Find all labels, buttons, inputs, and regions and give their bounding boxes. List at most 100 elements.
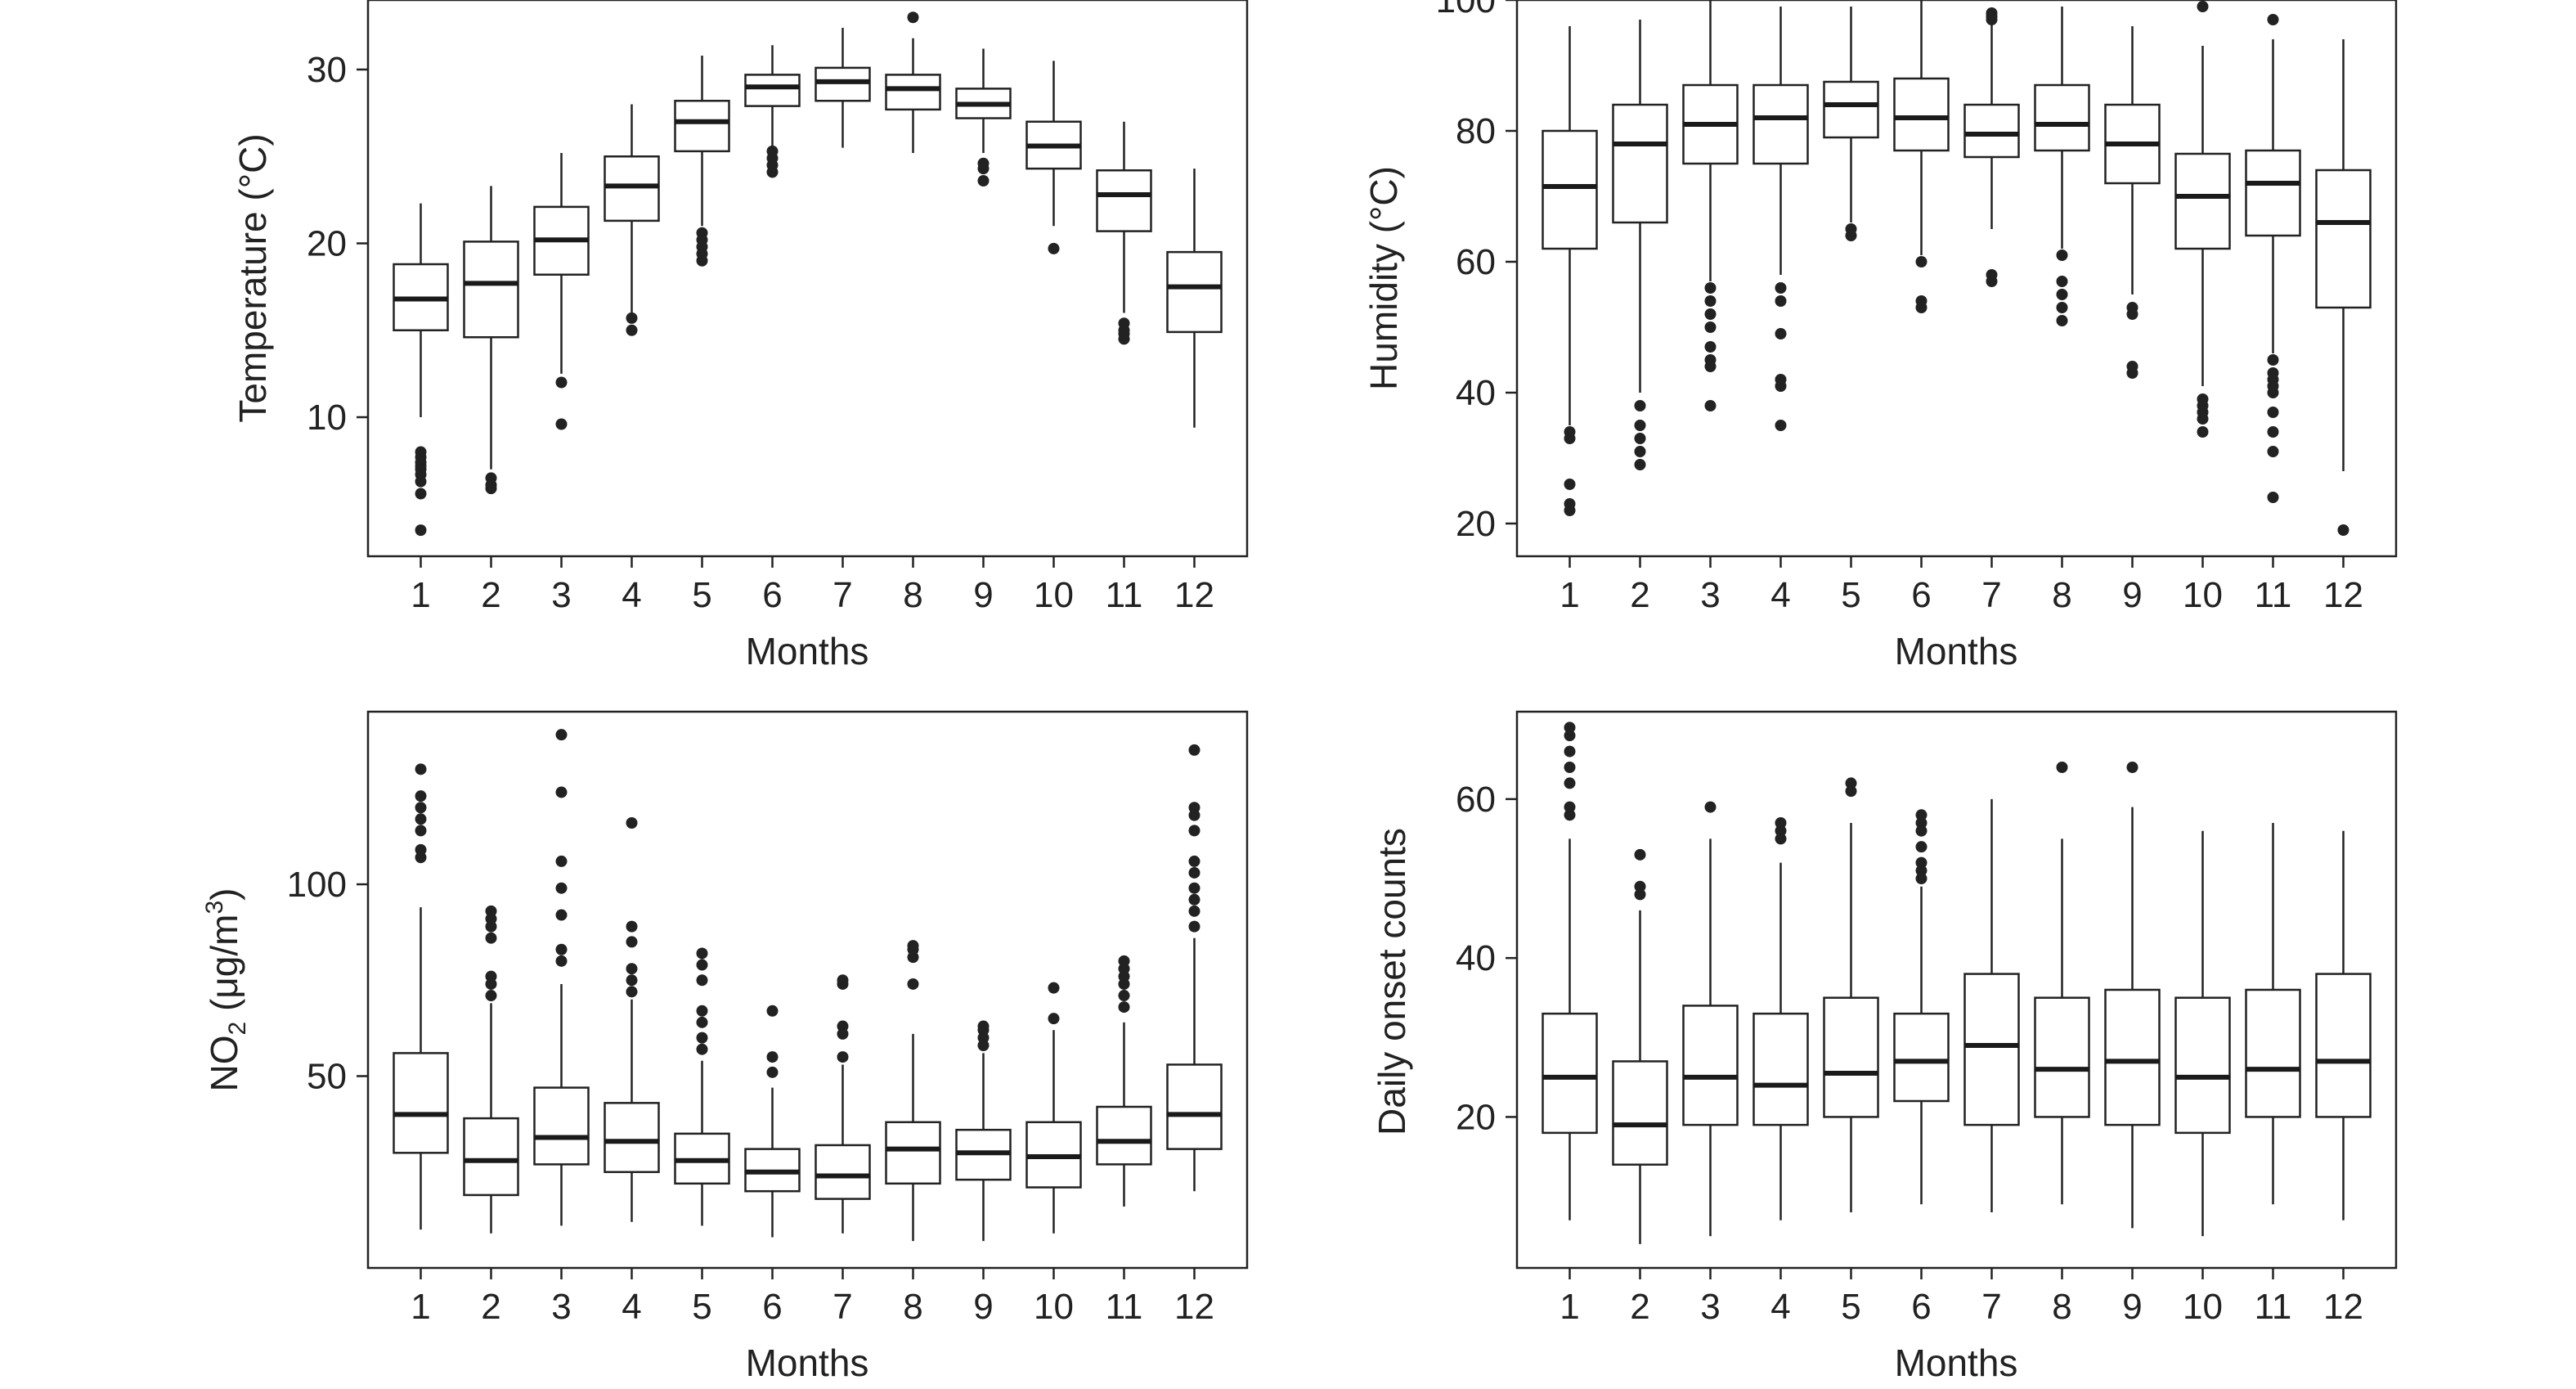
iqr-box [1096,1105,1152,1166]
outlier-point [555,418,568,430]
iqr-box [2315,169,2372,309]
box-month-9 [955,48,1012,187]
outlier-point [837,1020,849,1032]
x-tick-label: 2 [1630,1287,1649,1327]
outlier-point [2267,407,2279,418]
box-month-4 [1752,7,1809,431]
box-month-12 [2315,39,2372,536]
outlier-point [1775,282,1787,294]
outlier-point [1775,420,1787,431]
box-month-8 [2034,7,2090,326]
outlier-point [907,978,919,990]
box-month-1 [393,203,449,537]
x-tick-label: 4 [1770,1287,1790,1327]
outlier-point [555,786,568,798]
outlier-point [1118,955,1130,967]
iqr-box [815,1144,871,1200]
box-month-12 [1166,744,1223,1192]
y-tick-label: 10 [307,398,347,438]
x-tick-label: 9 [973,1287,993,1327]
outlier-point [2126,308,2138,320]
outlier-point [415,825,427,837]
outlier-point [696,974,708,987]
outlier-point [977,163,990,175]
iqr-box [463,1117,519,1197]
outlier-point [555,855,568,867]
outlier-point [1775,295,1787,307]
iqr-box [2315,973,2372,1118]
outlier-point [1915,256,1928,267]
x-axis-label: Months [1895,630,2018,672]
outlier-point [1634,446,1646,457]
box-month-11 [1096,955,1152,1207]
x-tick-label: 10 [1034,575,1074,615]
iqr-box [1752,1012,1809,1126]
y-axis-label: Daily onset counts [1371,828,1413,1135]
x-tick-label: 9 [2122,575,2142,615]
outlier-point [1915,841,1928,853]
outlier-point [1188,905,1200,917]
y-tick-label: 80 [1456,111,1496,151]
outlier-point [1775,833,1787,845]
iqr-box [604,155,660,223]
box-month-11 [2245,14,2301,503]
outlier-point [1704,295,1717,307]
box-month-3 [533,153,590,430]
x-axis-label: Months [746,630,869,672]
box-month-11 [2245,823,2301,1205]
outlier-point [1188,744,1200,756]
outlier-point [2267,387,2279,398]
outlier-point [1775,328,1787,339]
x-tick-label: 12 [2323,1287,2363,1327]
outlier-point [1564,479,1576,490]
y-tick-label: 60 [1456,780,1496,820]
plot-frame [366,0,1249,558]
y-tick-label: 40 [1456,938,1496,978]
outlier-point [1188,893,1200,906]
box-month-5 [1823,7,1879,241]
outlier-point [555,882,568,894]
outlier-point [1915,809,1928,821]
x-tick-label: 5 [1841,1287,1860,1327]
outlier-point [2056,249,2068,261]
iqr-box [1963,973,2020,1126]
iqr-box [1612,103,1668,224]
plot-frame [1515,0,2398,558]
box-month-2 [463,905,519,1234]
outlier-point [2056,315,2068,326]
outlier-point [1634,420,1646,431]
y-axis-label: NO2 (μg/m3) [201,888,251,1092]
outlier-point [1704,321,1717,333]
x-tick-label: 7 [832,1287,852,1327]
y-label-close: ) [203,888,245,901]
iqr-box [815,66,871,102]
x-tick-label: 3 [1700,575,1720,615]
x-axis: 1 2 3 4 5 6 7 8 9 10 11 12 [411,556,1214,615]
outlier-point [1915,873,1928,884]
outlier-point [485,932,497,944]
x-tick-label: 10 [1034,1287,1074,1327]
outlier-point [696,959,708,971]
outlier-point [1564,809,1576,821]
x-tick-label: 2 [481,575,500,615]
y-tick-label: 40 [1456,373,1496,413]
outlier-point [626,817,638,829]
x-tick-label: 1 [411,575,430,615]
outlier-point [626,324,638,336]
outlier-point [415,790,427,802]
box-month-3 [1682,801,1739,1237]
outlier-point [626,936,638,948]
box-month-4 [604,817,660,1222]
outlier-point [1564,433,1576,444]
box-month-7 [1963,798,2020,1212]
outlier-point [555,729,568,741]
x-axis-label: Months [746,1342,869,1384]
outlier-point [1118,990,1130,1002]
iqr-box [885,1121,941,1185]
box-month-7 [815,28,871,148]
outlier-point [2056,762,2068,773]
outlier-point [1564,730,1576,742]
outlier-point [2267,354,2279,366]
